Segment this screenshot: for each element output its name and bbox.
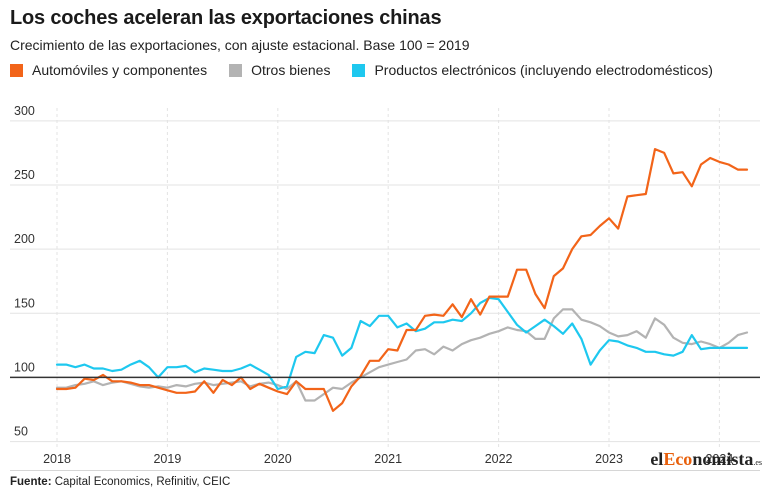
y-axis-ticks: 50 100 150 200 250 300: [14, 104, 35, 439]
x-tick-label-2021: 2021: [374, 452, 402, 466]
y-tick-label-300: 300: [14, 104, 35, 118]
y-tick-label-200: 200: [14, 232, 35, 246]
chart-subtitle: Crecimiento de las exportaciones, con aj…: [10, 37, 470, 53]
legend-item-autos: Automóviles y componentes: [10, 62, 207, 78]
x-tick-label-2019: 2019: [153, 452, 181, 466]
chart-series: [55, 148, 749, 412]
legend-label-autos: Automóviles y componentes: [32, 62, 208, 78]
chart-legend: Automóviles y componentes Otros bienes P…: [10, 62, 735, 78]
series-line-otros: [55, 308, 749, 402]
source-text: Capital Economics, Refinitiv, CEIC: [54, 476, 231, 488]
x-tick-label-2024: 2024: [705, 452, 733, 466]
brand-accent: Eco: [663, 449, 693, 469]
brand-prefix: el: [650, 449, 664, 469]
legend-swatch-autos: [10, 63, 23, 77]
brand-tld: .es: [753, 458, 762, 467]
x-tick-label-2023: 2023: [595, 452, 623, 466]
x-tick-label-2018: 2018: [43, 452, 71, 466]
legend-swatch-electronicos: [352, 63, 366, 77]
y-tick-label-100: 100: [14, 360, 35, 374]
series-line-autos: [55, 148, 749, 412]
brand-logo: elEconomista.es: [650, 449, 762, 470]
brand-suffix: nomista: [692, 449, 754, 469]
footer-divider: [10, 470, 760, 471]
x-axis-ticks: 2018 2019 2020 2021 2022 2023 2024: [43, 452, 733, 466]
y-tick-label-250: 250: [14, 168, 35, 182]
legend-label-otros: Otros bienes: [251, 62, 331, 78]
x-tick-label-2020: 2020: [264, 452, 292, 466]
legend-item-electronicos: Productos electrónicos (incluyendo elect…: [352, 62, 713, 78]
series-line-electronicos: [55, 296, 749, 391]
chart-grid: [10, 108, 760, 448]
x-tick-label-2022: 2022: [485, 452, 513, 466]
chart-title: Los coches aceleran las exportaciones ch…: [10, 7, 442, 29]
y-tick-label-50: 50: [14, 425, 28, 439]
legend-item-otros: Otros bienes: [229, 62, 330, 78]
source-label: Fuente:: [10, 476, 52, 488]
legend-label-electronicos: Productos electrónicos (incluyendo elect…: [374, 62, 713, 78]
source-note: Fuente: Capital Economics, Refinitiv, CE…: [10, 476, 230, 488]
legend-swatch-otros: [229, 63, 243, 77]
y-tick-label-150: 150: [14, 296, 35, 310]
